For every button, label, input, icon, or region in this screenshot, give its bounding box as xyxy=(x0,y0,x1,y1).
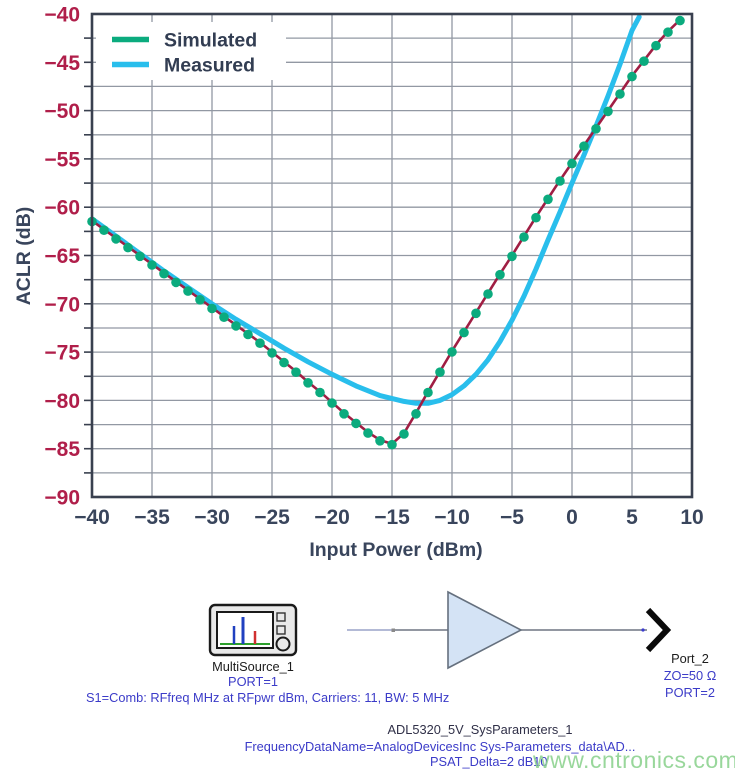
measured-curve xyxy=(89,14,642,406)
amplifier-psat-param: PSAT_Delta=2 dB10 xyxy=(430,754,548,769)
svg-text:−75: −75 xyxy=(44,342,80,365)
y-tick-labels: −40 −45 −50 −55 −60 −65 −70 −75 −80 −85 −90 xyxy=(44,4,80,510)
svg-text:−40: −40 xyxy=(74,506,110,529)
simulated-curve-markers xyxy=(87,15,685,450)
svg-text:−55: −55 xyxy=(44,148,80,171)
multisource-icon[interactable] xyxy=(208,603,298,657)
multisource-params: S1=Comb: RFfreq MHz at RFpwr dBm, Carrie… xyxy=(86,690,450,705)
watermark: www.cntronics.com xyxy=(533,747,735,773)
svg-text:−10: −10 xyxy=(434,506,470,529)
legend-label-simulated: Simulated xyxy=(164,30,257,52)
svg-text:−40: −40 xyxy=(44,4,80,27)
amplifier-name: ADL5320_5V_SysParameters_1 xyxy=(387,722,573,737)
amplifier-frequency-param: FrequencyDataName=AnalogDevicesInc Sys-P… xyxy=(244,739,636,754)
svg-text:−25: −25 xyxy=(254,506,290,529)
instrument-button-1 xyxy=(276,612,286,622)
svg-text:−60: −60 xyxy=(44,197,80,220)
multisource-port: PORT=1 xyxy=(228,674,278,689)
instrument-knob xyxy=(275,636,291,652)
svg-text:−90: −90 xyxy=(44,487,80,510)
instrument-screen xyxy=(216,611,274,649)
svg-text:−5: −5 xyxy=(500,506,524,529)
svg-text:−30: −30 xyxy=(194,506,230,529)
instrument-button-2 xyxy=(276,625,286,635)
svg-text:10: 10 xyxy=(680,506,703,529)
svg-text:−35: −35 xyxy=(134,506,170,529)
port2-port: PORT=2 xyxy=(665,685,715,700)
svg-text:−80: −80 xyxy=(44,390,80,413)
legend-label-measured: Measured xyxy=(164,55,255,77)
legend: Simulated Measured xyxy=(96,22,286,80)
svg-text:−20: −20 xyxy=(314,506,350,529)
svg-text:−45: −45 xyxy=(44,52,80,75)
grid xyxy=(92,14,692,497)
multisource-name: MultiSource_1 xyxy=(212,659,294,674)
x-axis-title: Input Power (dBm) xyxy=(309,539,482,561)
schematic xyxy=(0,566,735,776)
svg-text:−65: −65 xyxy=(44,245,80,268)
port-node-dot xyxy=(641,628,645,632)
svg-text:−85: −85 xyxy=(44,438,80,461)
amplifier-icon[interactable] xyxy=(447,590,523,670)
aclr-chart: Simulated Measured −40 −45 −50 −55 −60 −65 −70 −7… xyxy=(13,4,704,562)
y-axis-title: ACLR (dB) xyxy=(13,207,35,306)
svg-text:−70: −70 xyxy=(44,293,80,316)
port2-impedance: ZO=50 Ω xyxy=(663,668,717,683)
svg-text:0: 0 xyxy=(566,506,578,529)
port-arrow-icon[interactable] xyxy=(645,607,672,653)
svg-text:−50: −50 xyxy=(44,100,80,123)
wire-node xyxy=(391,628,395,632)
svg-text:−15: −15 xyxy=(374,506,410,529)
plot-border xyxy=(90,12,694,499)
svg-text:5: 5 xyxy=(626,506,638,529)
y-axis-ticks xyxy=(84,37,92,474)
x-tick-labels: −40 −35 −30 −25 −20 −15 −10 −5 0 5 10 xyxy=(74,506,703,529)
schematic-canvas xyxy=(208,590,672,670)
port2-name: Port_2 xyxy=(671,651,709,666)
